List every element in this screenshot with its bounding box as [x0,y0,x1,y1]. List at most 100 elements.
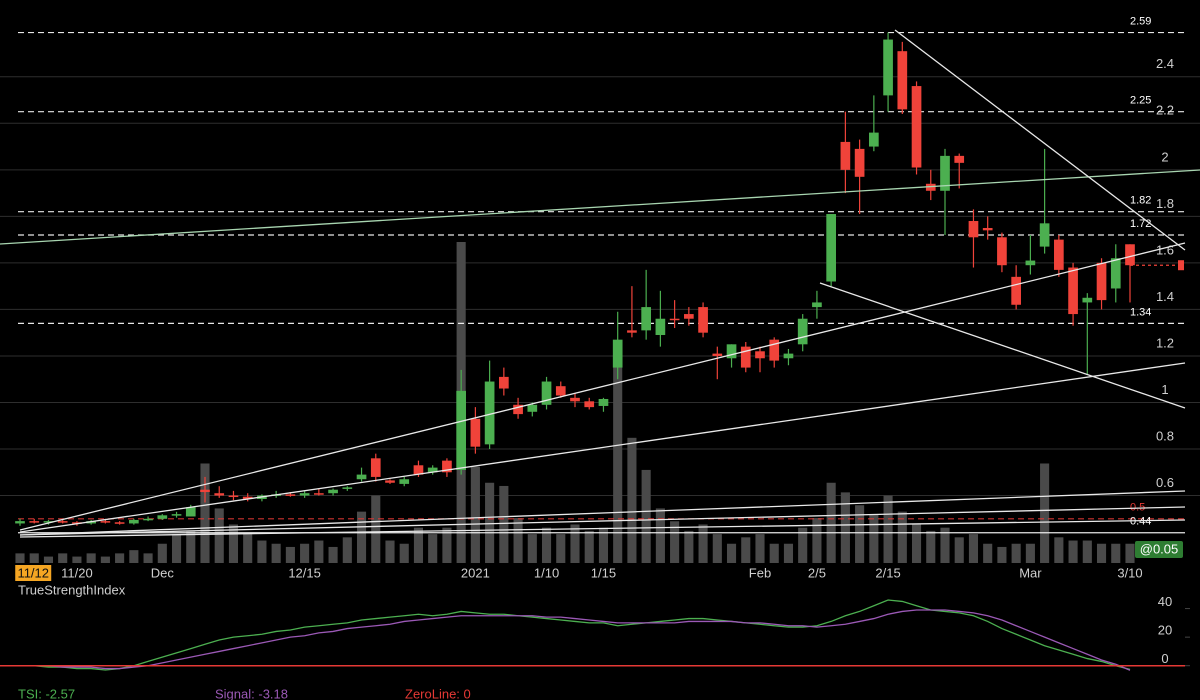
x-tick-label: 3/10 [1117,565,1142,580]
y-tick-label: 1 [1161,382,1168,397]
candle-body [242,496,253,500]
level-label: 1.82 [1130,195,1151,207]
volume-bar [627,437,637,563]
volume-bar [570,524,580,563]
candle-body [114,522,125,524]
volume-bar [342,537,352,563]
trend-line [19,242,1186,531]
trend-line [0,169,1200,245]
candle-body [555,386,566,396]
y-tick-label: 0.8 [1156,428,1174,443]
volume-bar [1011,543,1021,563]
candle-body [541,381,552,405]
candle-body [484,381,495,445]
candle-body [385,480,395,483]
candle-body [797,318,808,345]
y-tick-label: 20 [1158,623,1172,638]
candle-body [29,521,40,523]
volume-bar [840,492,850,563]
candle-body [1110,258,1121,289]
volume-bar [100,556,110,563]
volume-bar [371,495,381,563]
volume-bar [72,556,82,563]
candle-body [755,351,765,359]
volume-bar [698,524,708,563]
candle-body [954,155,965,163]
candle-body [982,227,993,231]
legend-label: Signal: -3.18 [215,686,288,700]
candle-body [726,344,737,359]
y-tick-label: 2.2 [1156,103,1174,118]
candle-body [285,494,296,496]
candle-body [1068,267,1078,315]
badge: @0.05 [1140,541,1179,556]
candle-body [228,495,239,498]
candle-body [940,155,950,191]
candle-body [570,397,580,402]
y-tick-label: 1.2 [1156,335,1174,350]
volume-bar [300,543,310,563]
trend-line [19,490,1186,536]
candle-body [925,183,936,191]
trend-line [894,29,1186,251]
x-tick-label: 2/5 [808,565,826,580]
volume-bar [385,540,395,563]
x-tick-label: 1/15 [591,565,616,580]
volume-bar [499,485,509,563]
trend-line [819,282,1186,409]
volume-bar [58,553,68,563]
volume-bar [1025,543,1035,563]
candle-body [513,404,523,415]
candle-body [314,493,324,495]
volume-bar [1111,543,1121,563]
candle-body [869,132,879,147]
candle-body [1082,297,1093,303]
volume-bar [926,530,936,563]
trend-line [19,519,1186,538]
candle-body [769,339,780,361]
candle-body [72,522,82,524]
candle-body [1039,223,1050,247]
volume-bar [43,556,54,563]
candle-body [1054,239,1064,270]
volume-bar [826,482,836,563]
volume-bar [243,534,253,563]
indicator-line [20,609,1131,671]
volume-bar [983,543,993,563]
y-tick-label: 2.4 [1156,56,1174,71]
x-tick-label: 12/15 [288,565,321,580]
candle-body [783,353,794,359]
candle-body [470,418,481,447]
volume-bar [285,546,295,563]
trend-line [19,362,1186,533]
x-tick-label: 11/12 [17,565,49,580]
indicator-line [20,599,1131,671]
candle-body [627,330,637,333]
x-tick-label: 2021 [461,565,490,580]
candle-body [684,314,694,319]
trend-line [19,506,1186,536]
candle-body [15,521,25,524]
volume-bar [527,534,537,563]
candle-body [655,318,666,336]
candle-body [826,214,836,282]
volume-bar [1082,540,1092,563]
candle-body [157,515,168,519]
candle-body [1125,244,1135,266]
volume-bar [228,524,239,563]
volume-bar [1125,543,1135,563]
candle-body [185,507,196,517]
candle-body [299,493,310,496]
candle-body [1025,260,1036,266]
volume-bar [470,466,480,563]
volume-bar [115,553,125,563]
candle-body [740,346,751,368]
volume-bar [271,543,281,563]
volume-bar [883,495,893,563]
volume-bar [812,518,822,563]
x-tick-label: Mar [1019,565,1042,580]
volume-bar [129,550,139,563]
volume-bar [314,540,324,563]
y-tick-label: 1.6 [1156,242,1174,257]
